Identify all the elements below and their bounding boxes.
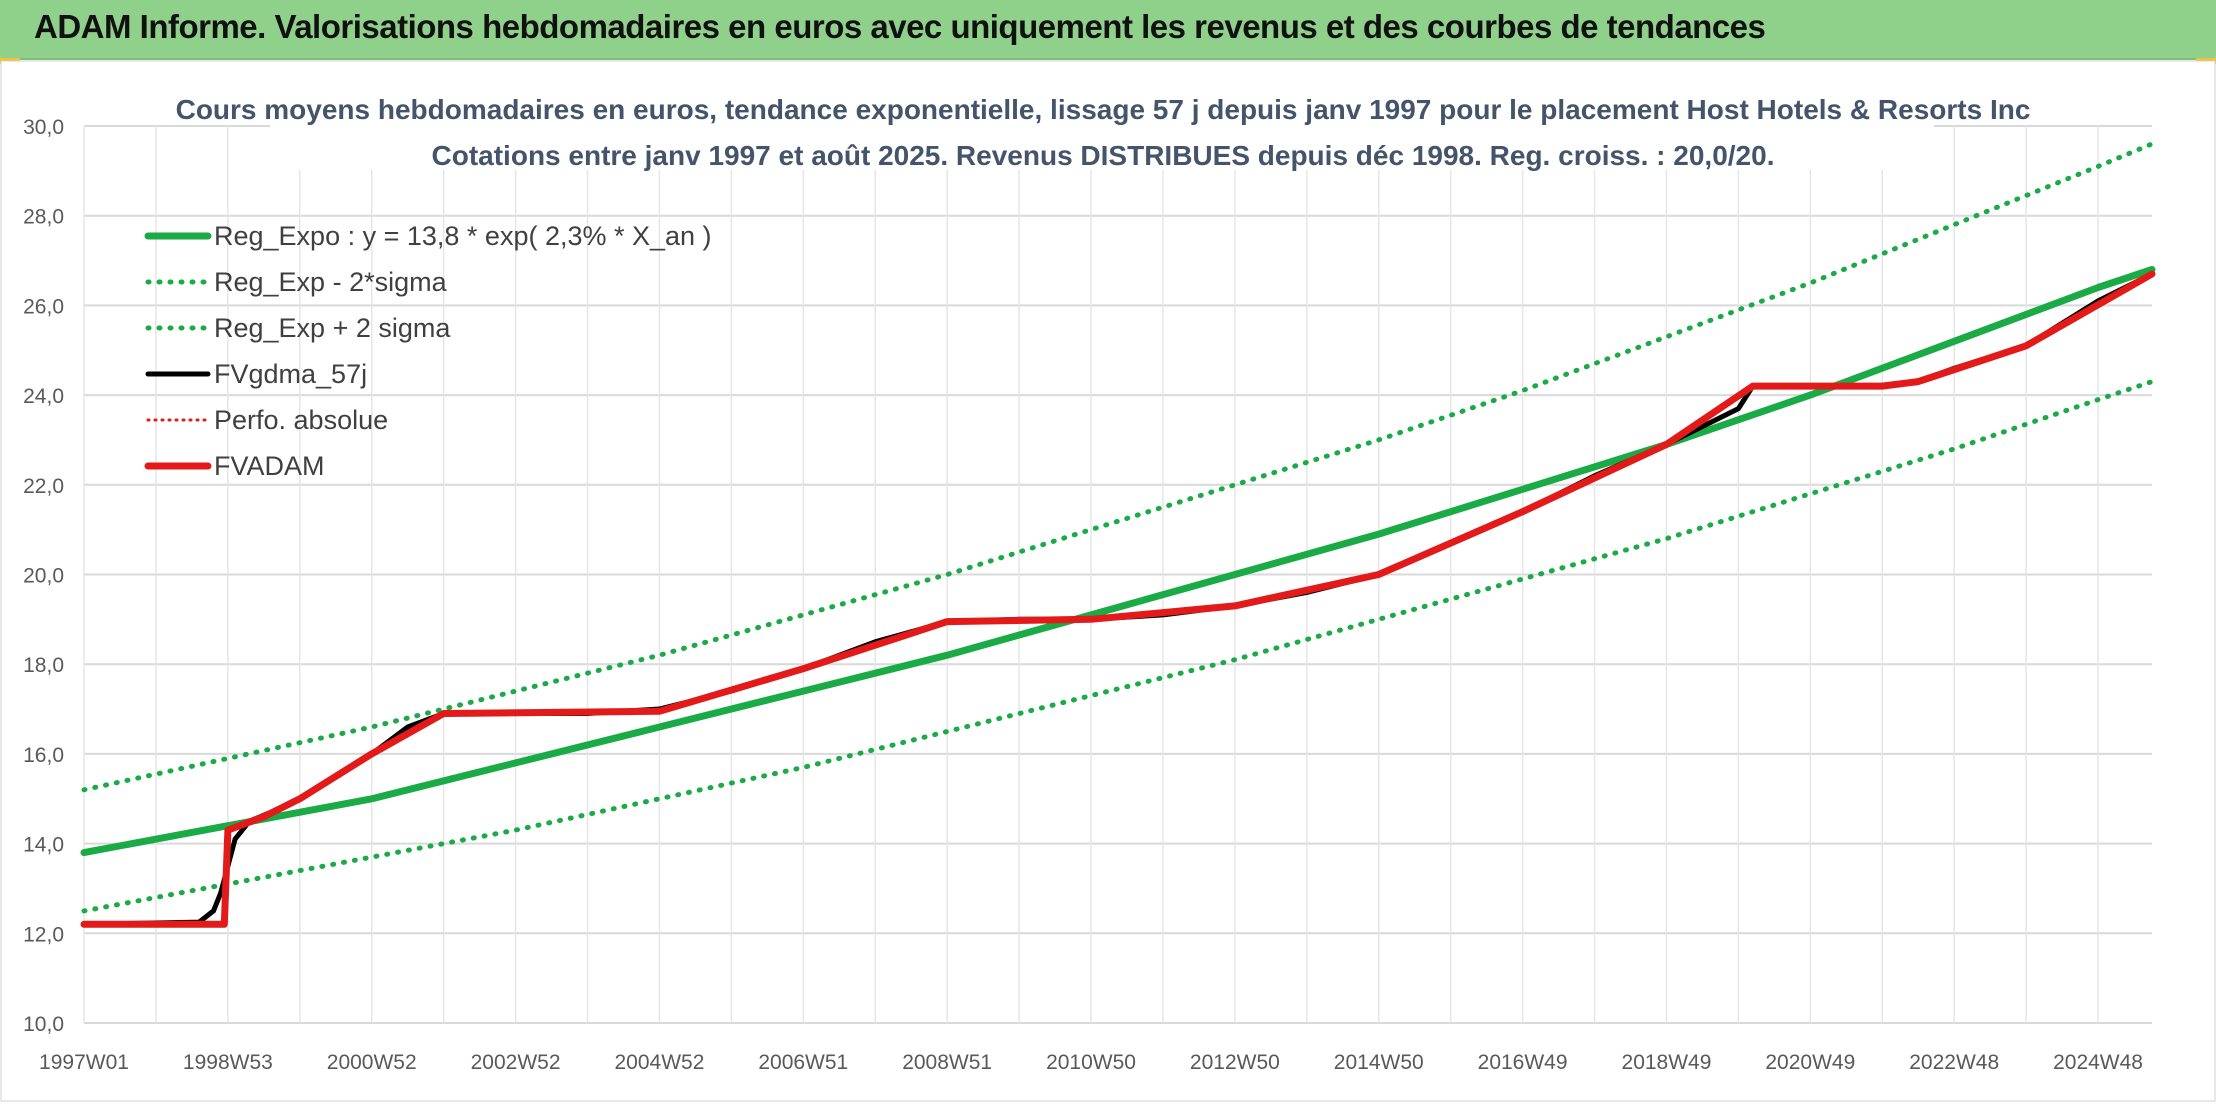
x-tick-label: 2012W50	[1190, 1051, 1280, 1074]
line-chart: 30,0 28,0 26,0 24,0 22,0 20,0 18,0 16,0 14,0 12,0…	[0, 60, 2216, 1102]
x-tick-label: 2006W51	[758, 1051, 848, 1074]
legend-label: Reg_Exp + 2 sigma	[214, 313, 451, 343]
x-tick-label: 2002W52	[471, 1051, 561, 1074]
x-tick-label: 2016W49	[1478, 1051, 1568, 1074]
series-layer	[80, 141, 2156, 928]
y-tick-label: 18,0	[23, 654, 64, 677]
y-tick-label: 22,0	[23, 475, 64, 498]
report-header: ADAM Informe. Valorisations hebdomadaire…	[0, 0, 2216, 60]
x-tick-label: 1998W53	[183, 1051, 273, 1074]
x-tick-label: 2024W48	[2053, 1051, 2143, 1074]
title-layer: Cours moyens hebdomadaires en euros, ten…	[176, 86, 2031, 171]
series-line-0	[80, 266, 2156, 857]
x-tick-label: 2014W50	[1334, 1051, 1424, 1074]
x-tick-label: 2022W48	[1909, 1051, 1999, 1074]
legend-label: Perfo. absolue	[214, 405, 388, 435]
y-tick-label: 20,0	[23, 565, 64, 588]
y-tick-label: 30,0	[23, 116, 64, 139]
y-tick-label: 10,0	[23, 1013, 64, 1036]
axis-layer: 30,0 28,0 26,0 24,0 22,0 20,0 18,0 16,0 14,0 12,0…	[23, 116, 2143, 1074]
legend-label: Reg_Exp - 2*sigma	[214, 267, 448, 297]
series-line-5	[80, 270, 2156, 928]
y-tick-label: 14,0	[23, 834, 64, 857]
chart-title: Cours moyens hebdomadaires en euros, ten…	[176, 94, 2031, 125]
y-tick-label: 24,0	[23, 385, 64, 408]
series-line-2	[81, 141, 2155, 793]
x-tick-label: 2018W49	[1622, 1051, 1712, 1074]
legend-label: Reg_Expo : y = 13,8 * exp( 2,3% * X_an )	[214, 221, 712, 251]
legend-label: FVADAM	[214, 451, 325, 481]
legend: Reg_Expo : y = 13,8 * exp( 2,3% * X_an )…	[144, 221, 712, 481]
legend-label: FVgdma_57j	[214, 359, 367, 389]
series-line-1	[81, 379, 2155, 914]
y-tick-label: 12,0	[23, 923, 64, 946]
x-tick-label: 2000W52	[327, 1051, 417, 1074]
x-tick-label: 2010W50	[1046, 1051, 1136, 1074]
report-title: ADAM Informe. Valorisations hebdomadaire…	[34, 8, 1766, 45]
x-tick-label: 2020W49	[1765, 1051, 1855, 1074]
plot-background	[0, 60, 2216, 1102]
chart-subtitle: Cotations entre janv 1997 et août 2025. …	[432, 140, 1775, 171]
title-backdrop	[270, 86, 1934, 170]
y-tick-label: 26,0	[23, 295, 64, 318]
y-tick-label: 16,0	[23, 744, 64, 767]
x-tick-label: 2008W51	[902, 1051, 992, 1074]
chart-area: 30,0 28,0 26,0 24,0 22,0 20,0 18,0 16,0 14,0 12,0…	[0, 60, 2216, 1106]
x-tick-label: 2004W52	[614, 1051, 704, 1074]
x-tick-label: 1997W01	[39, 1051, 129, 1074]
y-tick-label: 28,0	[23, 206, 64, 229]
